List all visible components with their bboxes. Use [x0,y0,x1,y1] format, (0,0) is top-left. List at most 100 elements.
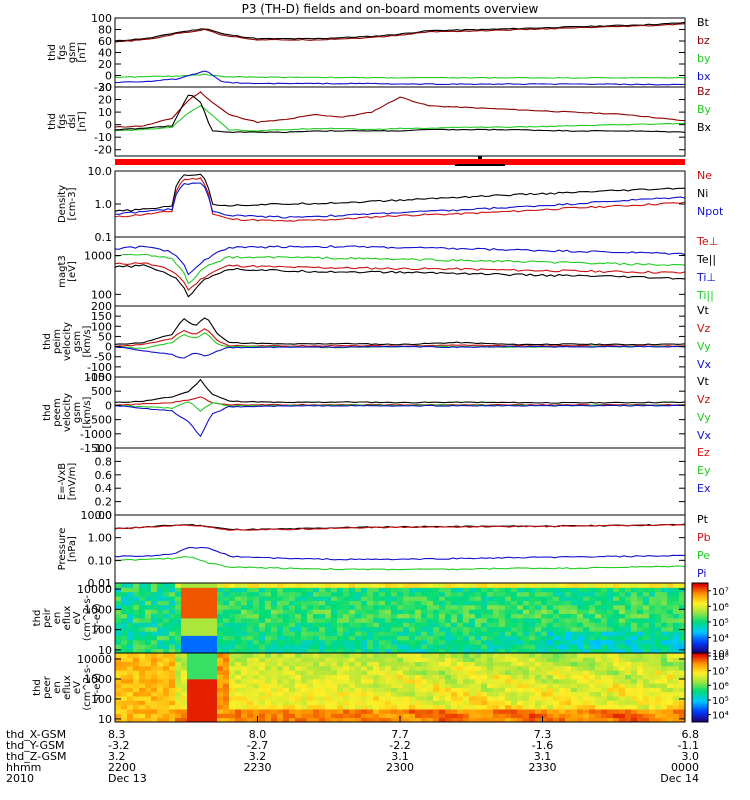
heatmap-cell [139,596,146,601]
heatmap-cell [655,709,662,714]
heatmap-cell [427,700,434,706]
heatmap-cell [295,696,302,701]
heatmap-cell [457,691,464,697]
heatmap-cell [445,709,452,714]
heatmap-cell [451,653,458,658]
heatmap-cell [115,591,122,597]
y-axis-label: peir [42,607,53,627]
heatmap-cell [547,635,554,641]
heatmap-cell [613,713,620,719]
heatmap-cell [421,717,428,723]
heatmap-cell [145,678,152,684]
heatmap-cell [613,583,620,588]
heatmap-cell [517,587,524,593]
heatmap-cell [541,609,548,615]
heatmap-cell [397,618,404,623]
heatmap-cell [655,687,662,693]
heatmap-cell [235,696,242,701]
heatmap-cell [595,583,602,588]
heatmap-cell [559,604,566,610]
heatmap-cell [601,674,608,680]
heatmap-cell [529,687,536,693]
heatmap-cell [295,683,302,688]
heatmap-cell [505,661,512,667]
heatmap-cell [649,657,656,662]
series-line-npot [114,182,686,219]
heatmap-cell [169,613,176,619]
heatmap-cell [643,674,650,680]
heatmap-cell [481,683,488,688]
heatmap-cell [253,687,260,693]
y-axis-label: peer [42,675,53,699]
heatmap-cell [307,631,314,636]
heatmap-cell [253,713,260,719]
heatmap-cell [649,635,656,641]
heatmap-cell [649,670,656,675]
heatmap-cell [601,657,608,662]
heatmap-cell [529,670,536,675]
heatmap-cell [355,657,362,662]
colorbar-cell [692,626,708,630]
heatmap-cell [451,639,458,645]
heatmap-cell [169,661,176,667]
heatmap-cell [511,665,518,671]
heatmap-cell [439,596,446,601]
heatmap-cell [655,600,662,606]
heatmap-cell [439,709,446,714]
colorbar-cell [692,632,708,635]
heatmap-cell [571,622,578,628]
heatmap-cell [379,644,386,650]
heatmap-cell [319,618,326,623]
heatmap-cell [385,657,392,662]
heatmap-cell [319,691,326,697]
heatmap-cell [469,626,476,632]
heatmap-cell [187,670,194,675]
heatmap-cell [301,648,308,654]
y-tick-label: 100 [91,624,112,637]
heatmap-cell [391,639,398,645]
heatmap-cell [541,635,548,641]
heatmap-cell [193,661,200,667]
heatmap-cell [505,644,512,650]
heatmap-cell [637,674,644,680]
heatmap-cell [493,648,500,654]
heatmap-cell [337,670,344,675]
heatmap-cell [511,687,518,693]
heatmap-cell [181,648,188,654]
heatmap-cell [187,591,194,597]
y-tick-label: 10000 [77,583,112,596]
heatmap-cell [385,626,392,632]
heatmap-cell [265,696,272,701]
heatmap-cell [535,674,542,680]
heatmap-cell [355,583,362,588]
heatmap-cell [271,600,278,606]
heatmap-cell [595,626,602,632]
heatmap-cell [139,609,146,615]
heatmap-cell [553,635,560,641]
heatmap-cell [229,713,236,719]
heatmap-cell [205,644,212,650]
heatmap-cell [145,631,152,636]
heatmap-cell [421,678,428,684]
heatmap-cell [571,587,578,593]
heatmap-cell [637,687,644,693]
heatmap-cell [469,717,476,723]
heatmap-cell [523,626,530,632]
heatmap-cell [559,665,566,671]
heatmap-cell [655,665,662,671]
heatmap-cell [571,717,578,723]
heatmap-cell [289,618,296,623]
series-line-vt [114,317,686,346]
heatmap-cell [253,691,260,697]
heatmap-cell [313,687,320,693]
heatmap-cell [493,687,500,693]
heatmap-cell [133,596,140,601]
heatmap-cell [469,683,476,688]
heatmap-cell [463,583,470,588]
heatmap-cell [463,631,470,636]
heatmap-cell [535,657,542,662]
heatmap-cell [115,704,122,710]
heatmap-cell [643,709,650,714]
heatmap-cell [589,635,596,641]
heatmap-cell [487,622,494,628]
